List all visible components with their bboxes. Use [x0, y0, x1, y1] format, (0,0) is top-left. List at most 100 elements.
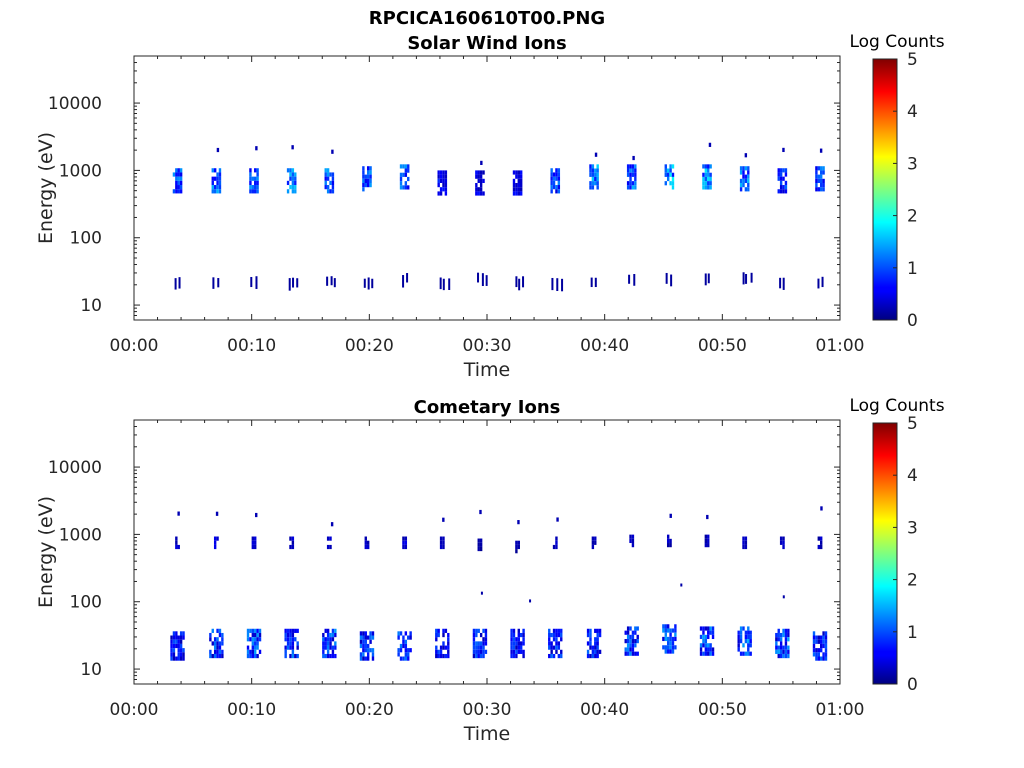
spectrogram-cell [366, 174, 370, 179]
spectrogram-cell [739, 651, 743, 656]
spectrogram-cell [254, 540, 257, 545]
spectrogram-cell [594, 645, 597, 650]
spectrogram-cell [439, 649, 443, 654]
spectrogram-cell [324, 172, 327, 177]
spectrogram-cell [216, 641, 219, 646]
spectrogram-cell [782, 168, 785, 173]
spectrogram-cell [707, 634, 710, 640]
spectrogram-cell [664, 181, 667, 186]
spectrogram-cell [331, 653, 335, 659]
spectrogram-cell [594, 172, 597, 177]
spectrogram-cell [704, 273, 707, 286]
spectrogram-cell [477, 653, 480, 659]
spectrogram-cell [371, 631, 375, 636]
spectrogram-cell [594, 152, 598, 157]
spectrogram-cell [404, 164, 408, 169]
spectrogram-cell [674, 645, 677, 650]
spectrogram-cell [591, 181, 595, 186]
spectrogram-cell [750, 272, 753, 283]
x-tick-label: 00:10 [227, 336, 276, 356]
spectrogram-cell [671, 628, 675, 633]
spectrogram-cell [812, 635, 816, 640]
spectrogram-cell [812, 652, 816, 657]
spectrogram-cell [709, 651, 712, 656]
spectrogram-cell [742, 536, 745, 541]
colorbar-tick-label: 1 [907, 623, 918, 643]
spectrogram-cell [522, 637, 525, 642]
spectrogram-cell [594, 181, 597, 186]
spectrogram-cell [744, 178, 748, 184]
spectrogram-cell [402, 540, 405, 545]
spectrogram-cell [364, 643, 367, 649]
spectrogram-cell [362, 648, 365, 653]
spectrogram-cell [329, 536, 332, 541]
spectrogram-cell [289, 176, 292, 181]
spectrogram-cell [362, 187, 365, 192]
spectrogram-cell [407, 164, 410, 169]
spectrogram-cell [515, 637, 518, 642]
x-tick-label: 00:10 [227, 700, 276, 720]
spectrogram-cell [479, 187, 483, 192]
spectrogram-cell [296, 645, 299, 650]
spectrogram-cell [551, 277, 554, 291]
spectrogram-cell [442, 653, 445, 659]
spectrogram-cell [589, 632, 592, 638]
spectrogram-cell [704, 185, 708, 190]
spectrogram-cell [817, 544, 820, 550]
spectrogram-cell [404, 656, 408, 661]
panel-title: Solar Wind Ions [407, 33, 566, 54]
spectrogram-cell [669, 632, 672, 637]
spectrogram-cell [213, 189, 217, 194]
spectrogram-cell [289, 185, 292, 190]
spectrogram-cell [784, 180, 788, 186]
spectrogram-cell [747, 183, 750, 188]
spectrogram-cell [221, 649, 224, 654]
spectrogram-cell [407, 635, 410, 640]
spectrogram-cell [435, 637, 438, 642]
spectrogram-cell [366, 656, 370, 661]
spectrogram-cell [819, 656, 823, 661]
spectrogram-cell [324, 637, 327, 642]
spectrogram-cell [479, 542, 483, 547]
spectrogram-cell [329, 189, 332, 194]
spectrogram-cell [557, 172, 561, 177]
spectrogram-cell [591, 536, 595, 541]
spectrogram-cell [359, 643, 363, 649]
spectrogram-cell [671, 172, 675, 177]
spectrogram-cell [817, 178, 820, 184]
spectrogram-cell [819, 639, 823, 644]
spectrogram-cell [397, 635, 400, 640]
spectrogram-cell [777, 653, 780, 659]
spectrogram-cell [744, 536, 748, 541]
spectrogram-cell [484, 637, 488, 642]
spectrogram-cell [472, 637, 476, 642]
spectrogram-cell [666, 645, 670, 650]
spectrogram-cell [817, 656, 820, 661]
spectrogram-cell [666, 624, 670, 629]
spectrogram-cell [175, 168, 178, 173]
spectrogram-cell [406, 273, 409, 283]
spectrogram-cell [510, 628, 513, 633]
spectrogram-cell [629, 534, 632, 539]
spectrogram-cell [779, 653, 783, 659]
spectrogram-cell [784, 645, 788, 650]
y-tick-label: 1000 [59, 525, 102, 545]
spectrogram-cell [782, 632, 785, 638]
colorbar-tick-label: 4 [907, 466, 918, 486]
spectrogram-cell [291, 185, 295, 190]
spectrogram-cell [442, 632, 445, 638]
spectrogram-cell [594, 637, 597, 642]
y-tick-label: 1000 [59, 161, 102, 181]
spectrogram-cell [517, 632, 520, 638]
spectrogram-cell [246, 649, 250, 654]
spectrogram-cell [172, 648, 176, 653]
spectrogram-cell [777, 628, 780, 633]
spectrogram-cell [447, 637, 450, 642]
spectrogram-cell [704, 534, 708, 539]
spectrogram-cell [629, 176, 632, 182]
spectrogram-cell [249, 628, 252, 633]
spectrogram-cell [364, 174, 367, 179]
spectrogram-cell [702, 185, 705, 190]
spectrogram-cell [329, 637, 332, 642]
x-tick-label: 00:50 [698, 700, 747, 720]
